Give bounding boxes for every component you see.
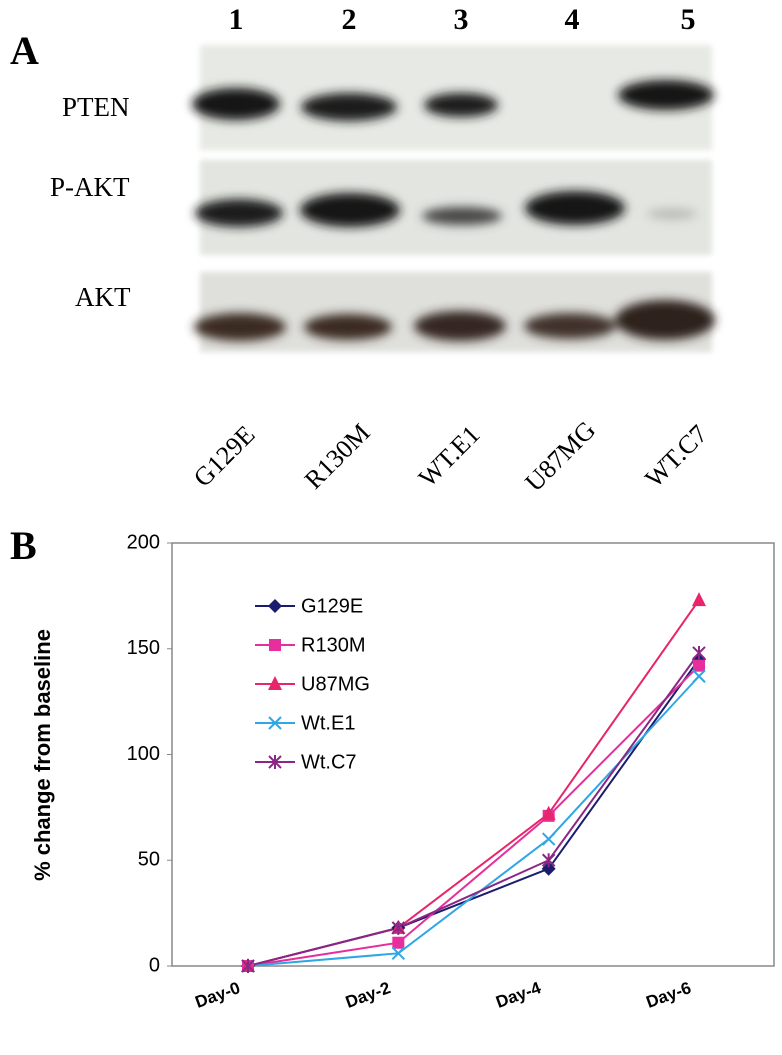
lane-name: WT.C7 [639,419,713,493]
blot-bands [192,80,715,341]
lane-name: WT.E1 [413,420,486,493]
y-tick-label: 150 [127,637,160,659]
marker-part [692,669,706,683]
marker-part [541,853,556,868]
x-tick-label: Day-4 [493,978,544,1012]
lane-name: R130M [299,418,376,495]
panel-label: B [10,523,37,568]
marker [268,716,282,730]
marker [268,599,282,613]
y-tick-label: 200 [127,531,160,553]
x-tick-label: Day-6 [644,978,694,1012]
marker-part [269,639,281,651]
marker-part [692,645,706,660]
marker-part [541,805,556,820]
marker [541,832,556,846]
panel-label: A [10,28,39,73]
x-tick-label: Day-0 [193,978,243,1012]
series-line [247,658,700,967]
marker-part [268,755,282,769]
marker [392,936,405,949]
marker [268,676,282,690]
marker [692,669,706,683]
marker-part [268,716,282,730]
marker [269,639,281,651]
marker [693,659,705,672]
lane-number: 2 [342,3,357,36]
marker-part [541,832,556,846]
lane-name: G129E [188,420,261,493]
marker-part [392,936,405,949]
marker-part [391,920,406,935]
marker-part [391,946,406,961]
lane-number: 3 [454,3,469,36]
marker [241,959,255,973]
marker [692,645,706,660]
legend-label: R130M [301,634,365,656]
row-label: PTEN [62,92,130,122]
y-tick-label: 0 [149,954,160,976]
row-label: P-AKT [50,172,130,202]
series-line [247,652,700,967]
marker-part [241,959,255,973]
y-axis-title: % change from baseline [30,629,55,881]
marker-part [693,659,705,672]
legend-label: G129E [301,595,363,617]
marker-part [692,592,706,607]
legend-label: U87MG [301,673,370,695]
lane-name: U87MG [519,415,601,497]
series-line [247,664,700,967]
marker-part [268,599,282,613]
marker [541,853,556,868]
lane-number: 5 [681,3,696,36]
legend-label: Wt.E1 [301,712,355,734]
x-tick-label: Day-2 [343,978,393,1012]
marker [541,805,556,820]
row-label: AKT [75,282,131,312]
legend-label: Wt.C7 [301,751,357,773]
marker-part [541,861,556,876]
y-tick-label: 50 [138,849,160,871]
marker-part [268,676,282,690]
marker [391,920,406,935]
marker [692,592,706,607]
marker [541,861,556,876]
lane-number: 4 [565,3,580,36]
lane-number: 1 [229,3,244,36]
marker [268,755,282,769]
marker [391,946,406,961]
y-tick-label: 100 [127,743,160,765]
